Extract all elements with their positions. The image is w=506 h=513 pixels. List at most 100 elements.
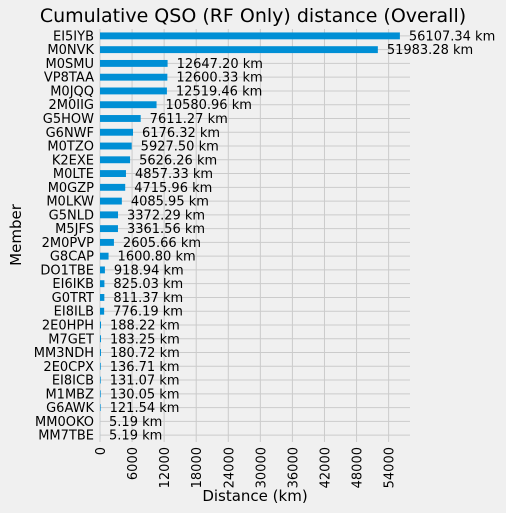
y-tick-label: EI5IYB xyxy=(53,29,94,44)
value-label: 12600.33 km xyxy=(176,71,262,86)
bar xyxy=(100,197,122,205)
bar xyxy=(100,156,131,164)
y-tick-label: M7GET xyxy=(48,332,94,347)
bar xyxy=(100,307,105,315)
y-tick-label: MM3NDH xyxy=(34,346,94,361)
bar xyxy=(100,280,105,288)
x-tick-label: 6000 xyxy=(126,447,141,480)
bar xyxy=(100,73,168,81)
y-tick-label: G0TRT xyxy=(52,291,94,306)
value-label: 3372.29 km xyxy=(127,208,205,223)
bar xyxy=(100,266,105,274)
bar xyxy=(100,362,101,370)
value-label: 121.54 km xyxy=(110,401,180,416)
bar xyxy=(100,142,132,150)
y-tick-label: K2EXE xyxy=(52,153,94,168)
y-tick-label: 2E0CPX xyxy=(43,360,94,375)
value-label: 12647.20 km xyxy=(177,57,263,72)
value-label: 131.07 km xyxy=(110,374,180,389)
value-label: 918.94 km xyxy=(114,263,184,278)
value-label: 10580.96 km xyxy=(166,98,252,113)
y-tick-labels: EI5IYBM0NVKM0SMUVP8TAAM0JQQ2M0IIGG5HOWG6… xyxy=(34,29,95,443)
value-label: 180.72 km xyxy=(110,346,180,361)
value-label: 1600.80 km xyxy=(118,250,196,265)
bar xyxy=(100,115,141,122)
y-tick-label: MM7TBE xyxy=(38,429,94,444)
value-label: 5.19 km xyxy=(109,415,162,430)
value-label: 7611.27 km xyxy=(150,112,228,127)
value-label: 188.22 km xyxy=(110,318,180,333)
value-label: 4857.33 km xyxy=(135,167,213,182)
value-label: 2605.66 km xyxy=(123,236,201,251)
y-tick-label: 2M0IIG xyxy=(49,98,95,113)
bar xyxy=(100,390,101,398)
bar xyxy=(100,349,101,356)
y-tick-label: M0JQQ xyxy=(50,84,94,99)
value-label: 56107.34 km xyxy=(409,29,495,44)
value-label: 3361.56 km xyxy=(127,222,205,237)
y-tick-label: 2E0HPH xyxy=(42,318,94,333)
y-tick-label: EI6IKB xyxy=(52,277,94,292)
y-tick-label: M0SMU xyxy=(46,57,94,72)
y-tick-label: G6AWK xyxy=(46,401,94,416)
x-tick-label: 18000 xyxy=(190,447,205,488)
y-tick-label: M0NVK xyxy=(47,43,94,58)
x-tick-label: 36000 xyxy=(286,447,301,488)
x-tick-labels: 0 6000 12000 18000 24000 30000 36000 42000 48000… xyxy=(94,447,398,488)
value-label: 6176.32 km xyxy=(142,126,220,141)
y-tick-label: M0LTE xyxy=(53,167,94,182)
y-tick-label: M0LKW xyxy=(46,195,94,210)
value-label: 5626.26 km xyxy=(139,153,217,168)
bar xyxy=(100,252,109,260)
bar xyxy=(100,101,157,109)
x-tick-label: 30000 xyxy=(254,447,269,488)
y-axis-label: Member xyxy=(7,203,25,266)
bar xyxy=(100,128,134,136)
y-tick-label: EI8ICB xyxy=(52,374,94,389)
value-label: 130.05 km xyxy=(110,387,180,402)
x-axis-label: Distance (km) xyxy=(202,487,307,505)
bar xyxy=(100,183,126,191)
value-label: 136.71 km xyxy=(110,360,180,375)
x-tick-label: 0 xyxy=(94,447,109,455)
y-tick-label: M5JFS xyxy=(55,222,94,237)
y-tick-label: G6NWF xyxy=(46,126,94,141)
bar xyxy=(100,294,105,301)
bar xyxy=(100,225,118,233)
value-label: 4715.96 km xyxy=(134,181,212,196)
bar xyxy=(100,404,101,412)
x-tick-label: 24000 xyxy=(222,447,237,488)
bar xyxy=(100,87,167,95)
value-label: 183.25 km xyxy=(110,332,180,347)
value-label: 4085.95 km xyxy=(131,195,209,210)
y-tick-label: MM0OKO xyxy=(35,415,94,430)
value-label: 776.19 km xyxy=(113,305,183,320)
value-label: 5.19 km xyxy=(109,429,162,444)
x-tick-label: 12000 xyxy=(158,447,173,488)
bar xyxy=(100,46,378,54)
y-tick-label: G8CAP xyxy=(50,250,94,265)
bar xyxy=(100,376,101,384)
value-label: 5927.50 km xyxy=(141,140,219,155)
value-label: 51983.28 km xyxy=(387,43,473,58)
plot-area xyxy=(100,29,410,442)
y-tick-label: VP8TAA xyxy=(44,71,94,86)
value-label: 12519.46 km xyxy=(176,84,262,99)
y-tick-label: DO1TBE xyxy=(40,263,94,278)
x-tick-label: 48000 xyxy=(351,447,366,488)
y-tick-label: G5NLD xyxy=(49,208,94,223)
bar xyxy=(100,59,168,67)
bar xyxy=(100,32,400,40)
x-tick-label: 54000 xyxy=(383,447,398,488)
bar xyxy=(100,321,102,329)
bar xyxy=(100,211,119,219)
value-label: 811.37 km xyxy=(113,291,183,306)
value-label: 825.03 km xyxy=(113,277,183,292)
chart-title: Cumulative QSO (RF Only) distance (Overa… xyxy=(40,5,466,27)
bar xyxy=(100,335,101,343)
y-tick-label: M1MBZ xyxy=(45,387,94,402)
bar xyxy=(100,170,126,177)
x-tick-label: 42000 xyxy=(318,447,333,488)
